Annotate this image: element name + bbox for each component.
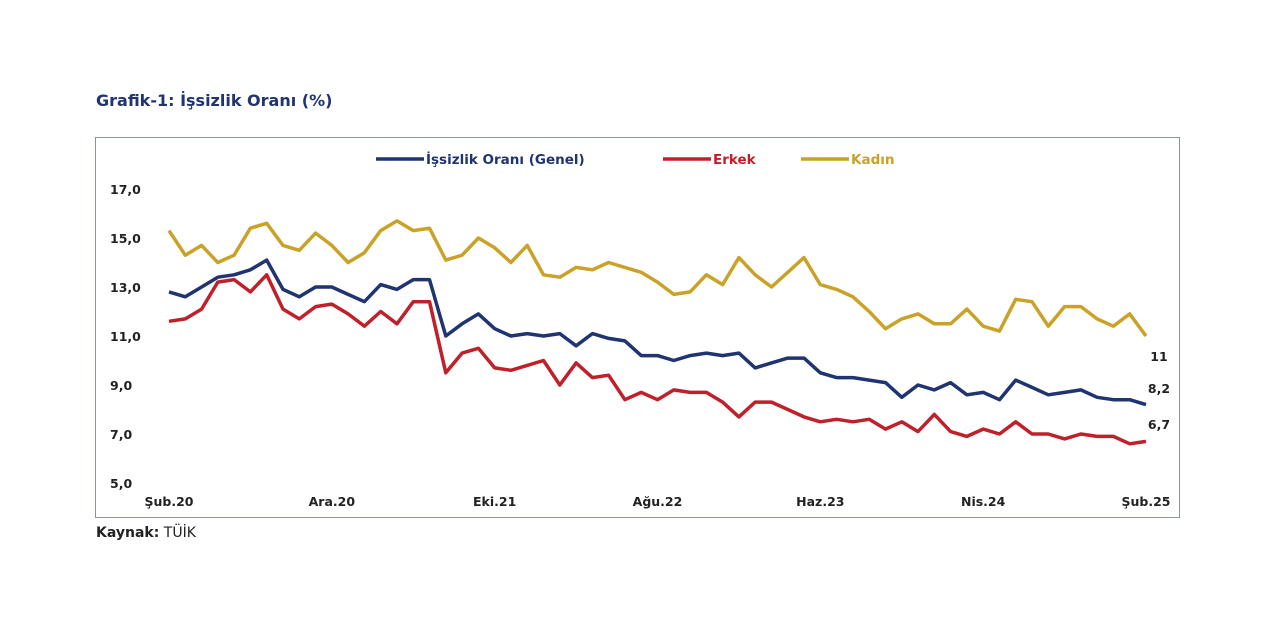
legend: İşsizlik Oranı (Genel) Erkek Kadın <box>376 151 894 168</box>
end-value-label: 6,7 <box>1148 417 1170 432</box>
source-note: Kaynak: TÜİK <box>96 525 196 541</box>
x-tick-label: Haz.23 <box>796 494 844 509</box>
x-tick-label: Şub.20 <box>145 494 194 509</box>
y-tick-label: 13,0 <box>110 280 141 295</box>
x-tick-label: Nis.24 <box>961 494 1006 509</box>
y-tick-label: 17,0 <box>110 182 141 197</box>
legend-label: İşsizlik Oranı (Genel) <box>426 151 585 168</box>
series-line-2 <box>167 219 1148 338</box>
line-chart: İşsizlik Oranı (Genel) Erkek Kadın 5,0 7,0 9… <box>110 151 1171 509</box>
legend-label: Erkek <box>713 152 757 168</box>
end-value-label: 11 <box>1150 349 1167 364</box>
x-tick-label: Ara.20 <box>309 494 356 509</box>
legend-item: Erkek <box>663 152 757 168</box>
y-tick-label: 15,0 <box>110 231 141 246</box>
x-tick-label: Eki.21 <box>473 494 516 509</box>
end-value-label: 8,2 <box>1148 381 1170 396</box>
series-lines <box>167 219 1148 446</box>
source-label: Kaynak: <box>96 525 160 541</box>
series-line-1 <box>168 273 1147 446</box>
source-value: TÜİK <box>163 525 196 541</box>
chart-title: Grafik-1: İşsizlik Oranı (%) <box>96 91 333 110</box>
x-tick-label: Şub.25 <box>1122 494 1171 509</box>
y-tick-label: 5,0 <box>110 476 132 491</box>
series-line-0 <box>168 258 1147 407</box>
y-tick-label: 11,0 <box>110 329 141 344</box>
legend-item: İşsizlik Oranı (Genel) <box>376 151 585 168</box>
x-axis: Şub.20 Ara.20 Eki.21 Ağu.22 Haz.23 Nis.24 Şub.… <box>145 494 1171 509</box>
x-tick-label: Ağu.22 <box>633 494 683 509</box>
end-labels: 8,2 6,7 11 <box>1148 349 1170 432</box>
chart-frame: İşsizlik Oranı (Genel) Erkek Kadın 5,0 7,0 9… <box>95 137 1180 518</box>
y-tick-label: 7,0 <box>110 427 132 442</box>
y-axis: 5,0 7,0 9,0 11,0 13,0 15,0 17,0 <box>110 182 141 491</box>
legend-label: Kadın <box>851 152 894 168</box>
y-tick-label: 9,0 <box>110 378 132 393</box>
legend-item: Kadın <box>801 152 894 168</box>
